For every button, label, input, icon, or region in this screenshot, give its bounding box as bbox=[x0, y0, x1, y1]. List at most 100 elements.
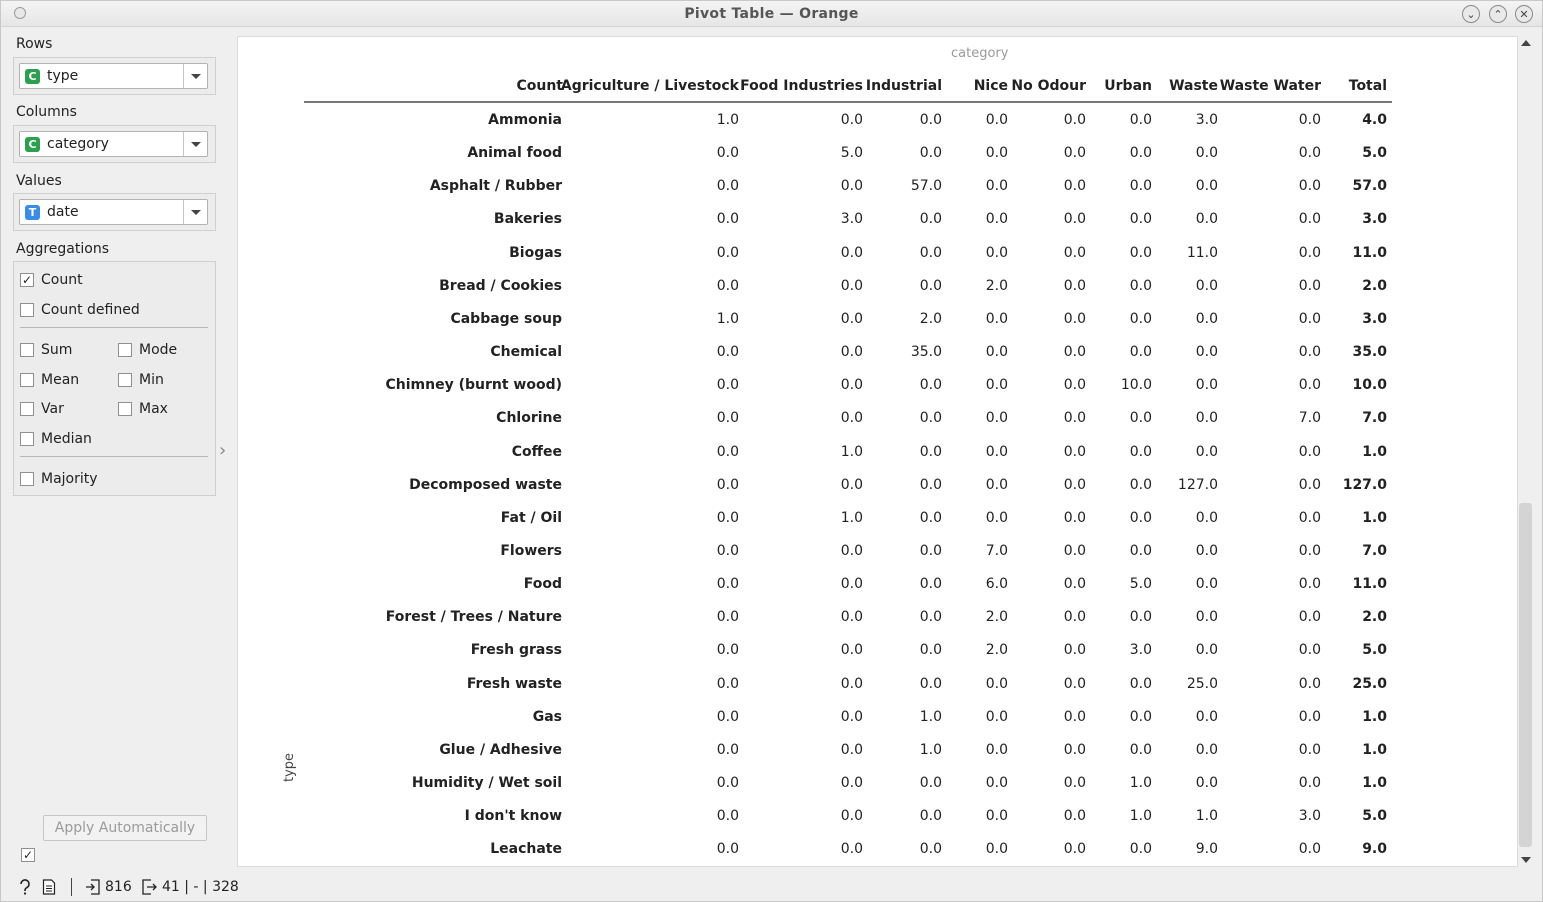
mean-checkbox[interactable]: Mean bbox=[20, 372, 79, 388]
table-cell[interactable]: 0.0 bbox=[1063, 278, 1086, 294]
table-cell[interactable]: 0.0 bbox=[1298, 311, 1321, 327]
table-cell[interactable]: 0.0 bbox=[1298, 642, 1321, 658]
table-cell[interactable]: 0.0 bbox=[985, 841, 1008, 857]
table-cell[interactable]: 0.0 bbox=[1298, 576, 1321, 592]
checkbox-box[interactable] bbox=[20, 402, 34, 416]
table-cell[interactable]: 0.0 bbox=[716, 444, 739, 460]
table-cell[interactable]: 0.0 bbox=[1063, 112, 1086, 128]
count-defined-checkbox[interactable]: Count defined bbox=[20, 302, 140, 318]
table-cell[interactable]: 0.0 bbox=[985, 742, 1008, 758]
min-checkbox[interactable]: Min bbox=[118, 372, 164, 388]
table-cell[interactable]: 0.0 bbox=[1298, 178, 1321, 194]
total-cell[interactable]: 57.0 bbox=[1352, 178, 1387, 194]
checkbox-box[interactable] bbox=[20, 303, 34, 317]
total-cell[interactable]: 35.0 bbox=[1352, 344, 1387, 360]
report-icon[interactable] bbox=[42, 879, 56, 895]
table-cell[interactable]: 0.0 bbox=[1298, 543, 1321, 559]
table-cell[interactable]: 0.0 bbox=[985, 178, 1008, 194]
total-cell[interactable]: 5.0 bbox=[1362, 808, 1387, 824]
table-cell[interactable]: 25.0 bbox=[1186, 676, 1218, 692]
table-cell[interactable]: 0.0 bbox=[1298, 377, 1321, 393]
table-cell[interactable]: 57.0 bbox=[910, 178, 942, 194]
table-cell[interactable]: 0.0 bbox=[840, 344, 863, 360]
table-cell[interactable]: 0.0 bbox=[716, 642, 739, 658]
table-cell[interactable]: 0.0 bbox=[1298, 609, 1321, 625]
table-cell[interactable]: 0.0 bbox=[1129, 178, 1152, 194]
table-cell[interactable]: 0.0 bbox=[1195, 576, 1218, 592]
table-cell[interactable]: 0.0 bbox=[1063, 211, 1086, 227]
table-cell[interactable]: 0.0 bbox=[1195, 145, 1218, 161]
total-cell[interactable]: 25.0 bbox=[1352, 676, 1387, 692]
table-cell[interactable]: 0.0 bbox=[716, 211, 739, 227]
table-cell[interactable]: 0.0 bbox=[985, 709, 1008, 725]
checkbox-box[interactable] bbox=[20, 343, 34, 357]
table-cell[interactable]: 0.0 bbox=[1063, 775, 1086, 791]
table-cell[interactable]: 0.0 bbox=[1063, 311, 1086, 327]
table-cell[interactable]: 0.0 bbox=[985, 344, 1008, 360]
table-cell[interactable]: 1.0 bbox=[716, 112, 739, 128]
table-cell[interactable]: 0.0 bbox=[1129, 841, 1152, 857]
table-cell[interactable]: 0.0 bbox=[716, 808, 739, 824]
table-cell[interactable]: 0.0 bbox=[1195, 642, 1218, 658]
table-cell[interactable]: 35.0 bbox=[910, 344, 942, 360]
table-cell[interactable]: 0.0 bbox=[1195, 775, 1218, 791]
table-cell[interactable]: 0.0 bbox=[840, 676, 863, 692]
table-cell[interactable]: 0.0 bbox=[1298, 676, 1321, 692]
help-icon[interactable] bbox=[18, 879, 32, 895]
table-cell[interactable]: 0.0 bbox=[1195, 278, 1218, 294]
total-cell[interactable]: 5.0 bbox=[1362, 642, 1387, 658]
table-cell[interactable]: 3.0 bbox=[1298, 808, 1321, 824]
table-cell[interactable]: 1.0 bbox=[919, 709, 942, 725]
table-cell[interactable]: 127.0 bbox=[1177, 477, 1218, 493]
table-cell[interactable]: 0.0 bbox=[840, 576, 863, 592]
table-cell[interactable]: 0.0 bbox=[1063, 145, 1086, 161]
table-cell[interactable]: 0.0 bbox=[919, 808, 942, 824]
table-cell[interactable]: 0.0 bbox=[985, 676, 1008, 692]
chevron-down-icon[interactable] bbox=[183, 132, 207, 156]
table-cell[interactable]: 0.0 bbox=[919, 477, 942, 493]
table-cell[interactable]: 0.0 bbox=[1129, 543, 1152, 559]
values-combo[interactable]: T date bbox=[19, 199, 208, 225]
table-cell[interactable]: 0.0 bbox=[716, 145, 739, 161]
checkbox-box[interactable] bbox=[20, 432, 34, 446]
table-cell[interactable]: 0.0 bbox=[840, 112, 863, 128]
table-cell[interactable]: 2.0 bbox=[985, 609, 1008, 625]
table-cell[interactable]: 2.0 bbox=[985, 278, 1008, 294]
checkbox-box[interactable] bbox=[118, 343, 132, 357]
table-cell[interactable]: 0.0 bbox=[985, 410, 1008, 426]
table-cell[interactable]: 1.0 bbox=[1129, 775, 1152, 791]
total-cell[interactable]: 1.0 bbox=[1362, 775, 1387, 791]
table-cell[interactable]: 0.0 bbox=[840, 410, 863, 426]
table-cell[interactable]: 0.0 bbox=[1063, 245, 1086, 261]
table-cell[interactable]: 0.0 bbox=[1195, 410, 1218, 426]
table-cell[interactable]: 0.0 bbox=[1063, 576, 1086, 592]
collapse-panel-icon[interactable]: › bbox=[219, 440, 227, 461]
table-cell[interactable]: 0.0 bbox=[1063, 808, 1086, 824]
output-summary[interactable]: 41 | - | 328 bbox=[142, 879, 239, 895]
table-cell[interactable]: 0.0 bbox=[1063, 178, 1086, 194]
table-cell[interactable]: 0.0 bbox=[1129, 609, 1152, 625]
checkbox-box[interactable]: ✓ bbox=[20, 273, 34, 287]
table-cell[interactable]: 0.0 bbox=[1195, 344, 1218, 360]
table-cell[interactable]: 7.0 bbox=[985, 543, 1008, 559]
table-cell[interactable]: 0.0 bbox=[919, 576, 942, 592]
table-cell[interactable]: 0.0 bbox=[840, 311, 863, 327]
table-cell[interactable]: 11.0 bbox=[1186, 245, 1218, 261]
table-cell[interactable]: 0.0 bbox=[985, 510, 1008, 526]
total-cell[interactable]: 5.0 bbox=[1362, 145, 1387, 161]
table-cell[interactable]: 0.0 bbox=[919, 676, 942, 692]
apply-automatically-checkbox[interactable]: ✓ bbox=[21, 848, 42, 862]
close-icon[interactable]: ✕ bbox=[1515, 5, 1533, 23]
checkbox-box[interactable] bbox=[20, 472, 34, 486]
table-cell[interactable]: 0.0 bbox=[919, 410, 942, 426]
table-cell[interactable]: 0.0 bbox=[1298, 278, 1321, 294]
table-cell[interactable]: 0.0 bbox=[985, 145, 1008, 161]
table-cell[interactable]: 0.0 bbox=[1129, 278, 1152, 294]
checkbox-box[interactable]: ✓ bbox=[21, 848, 35, 862]
table-cell[interactable]: 0.0 bbox=[1129, 211, 1152, 227]
table-cell[interactable]: 5.0 bbox=[1129, 576, 1152, 592]
table-cell[interactable]: 0.0 bbox=[1129, 410, 1152, 426]
table-cell[interactable]: 0.0 bbox=[919, 841, 942, 857]
total-cell[interactable]: 7.0 bbox=[1362, 410, 1387, 426]
table-cell[interactable]: 0.0 bbox=[1298, 477, 1321, 493]
